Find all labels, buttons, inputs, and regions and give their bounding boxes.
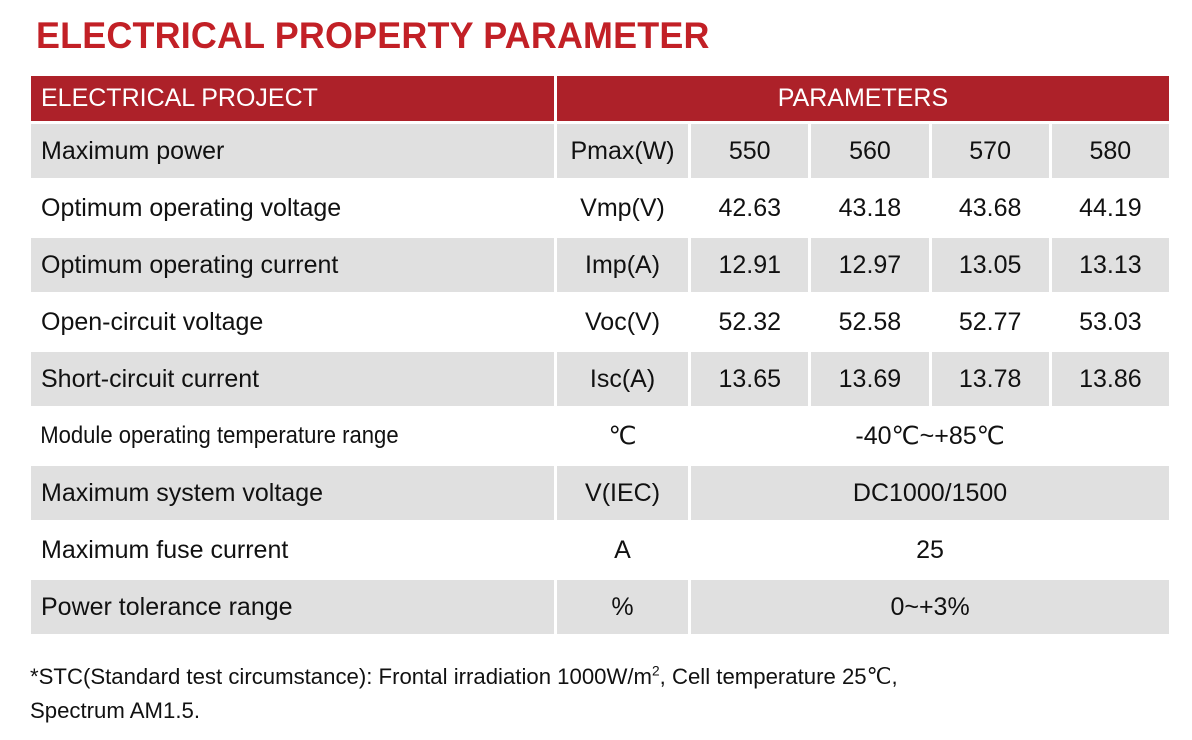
row-label: Optimum operating current [31, 238, 554, 292]
footnote-line1-part1: *STC(Standard test circumstance): Fronta… [30, 664, 653, 689]
row-value: 44.19 [1051, 181, 1169, 235]
row-symbol: Isc(A) [556, 352, 689, 406]
electrical-property-table: ELECTRICAL PROJECT PARAMETERS Maximum po… [28, 73, 1172, 637]
row-value: 42.63 [691, 181, 809, 235]
row-value: 13.86 [1051, 352, 1169, 406]
table-row: Module operating temperature range ℃ -40℃~… [31, 409, 1169, 463]
row-label: Maximum fuse current [31, 523, 554, 577]
table-body: Maximum power Pmax(W) 550 560 570 580 Optimum … [31, 124, 1169, 634]
row-value: 12.97 [811, 238, 929, 292]
footnote-line2: Spectrum AM1.5. [30, 698, 200, 723]
table-row: Optimum operating current Imp(A) 12.91 12.9… [31, 238, 1169, 292]
row-symbol: Vmp(V) [556, 181, 689, 235]
row-value: 13.05 [931, 238, 1049, 292]
row-label: Open-circuit voltage [31, 295, 554, 349]
row-label: Maximum system voltage [31, 466, 554, 520]
row-value: 53.03 [1051, 295, 1169, 349]
footnote-line1-part2: , Cell temperature 25℃, [659, 664, 898, 689]
table-row: Maximum system voltage V(IEC) DC1000/1500 [31, 466, 1169, 520]
header-electrical-project: ELECTRICAL PROJECT [31, 76, 554, 121]
row-value: 43.18 [811, 181, 929, 235]
row-symbol: A [556, 523, 689, 577]
row-label: Short-circuit current [31, 352, 554, 406]
row-symbol: Imp(A) [556, 238, 689, 292]
page-title: ELECTRICAL PROPERTY PARAMETER [36, 15, 710, 56]
footnote-superscript-squared: 2 [652, 662, 660, 679]
row-symbol: Voc(V) [556, 295, 689, 349]
row-value-spanned: DC1000/1500 [691, 466, 1169, 520]
row-value: 52.77 [931, 295, 1049, 349]
row-label: Optimum operating voltage [31, 181, 554, 235]
row-label: Module operating temperature range [31, 409, 513, 463]
row-value: 580 [1051, 124, 1169, 178]
row-value-spanned: 0~+3% [691, 580, 1169, 634]
table-row: Open-circuit voltage Voc(V) 52.32 52.58 52.7… [31, 295, 1169, 349]
row-value-spanned: -40℃~+85℃ [691, 409, 1169, 463]
row-value: 52.32 [691, 295, 809, 349]
row-symbol: % [556, 580, 689, 634]
row-value: 52.58 [811, 295, 929, 349]
row-value: 550 [691, 124, 809, 178]
table-row: Short-circuit current Isc(A) 13.65 13.69 13.… [31, 352, 1169, 406]
row-value: 560 [811, 124, 929, 178]
footnote-stc: *STC(Standard test circumstance): Fronta… [30, 660, 1153, 728]
table-row: Maximum fuse current A 25 [31, 523, 1169, 577]
row-symbol: Pmax(W) [556, 124, 689, 178]
row-label: Power tolerance range [31, 580, 554, 634]
row-value: 13.65 [691, 352, 809, 406]
row-label: Maximum power [31, 124, 554, 178]
table-row: Maximum power Pmax(W) 550 560 570 580 [31, 124, 1169, 178]
table-row: Power tolerance range% 0~+3% [31, 580, 1169, 634]
row-value: 13.13 [1051, 238, 1169, 292]
row-symbol: ℃ [556, 409, 689, 463]
row-symbol: V(IEC) [556, 466, 689, 520]
row-value: 570 [931, 124, 1049, 178]
header-parameters: PARAMETERS [556, 76, 1169, 121]
row-value-spanned: 25 [691, 523, 1169, 577]
table-header: ELECTRICAL PROJECT PARAMETERS [31, 76, 1169, 121]
table-row: Optimum operating voltage Vmp(V) 42.63 43.1… [31, 181, 1169, 235]
row-value: 13.78 [931, 352, 1049, 406]
row-value: 43.68 [931, 181, 1049, 235]
row-value: 13.69 [811, 352, 929, 406]
row-value: 12.91 [691, 238, 809, 292]
table-header-row: ELECTRICAL PROJECT PARAMETERS [31, 76, 1169, 121]
